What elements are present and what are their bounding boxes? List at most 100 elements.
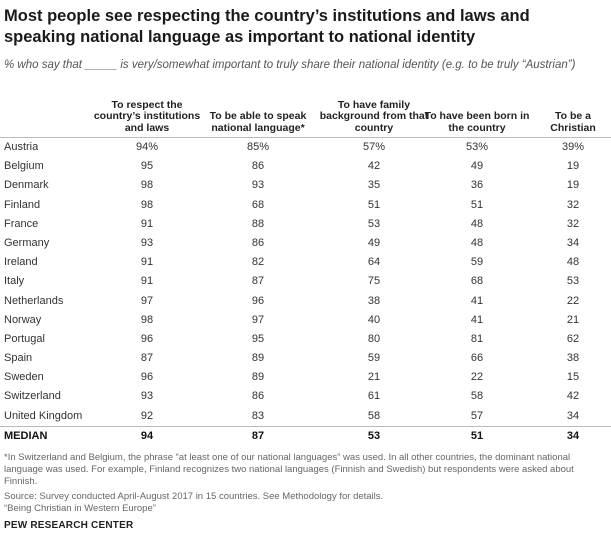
value-cell: 51	[367, 198, 381, 211]
value-cell: 19	[566, 179, 580, 192]
source-note: Source: Survey conducted April-August 20…	[4, 491, 608, 515]
value-cell: 21	[566, 313, 580, 326]
column-header-3: To have family background from that coun…	[319, 98, 429, 134]
value-cell: 97	[251, 313, 265, 326]
value-cell: 95	[251, 332, 265, 345]
value-cell: 59	[470, 256, 484, 269]
value-cell: 53	[566, 275, 580, 288]
country-name: Finland	[4, 198, 41, 211]
value-cell: 96	[140, 371, 154, 384]
value-cell: 48	[470, 217, 484, 230]
value-cell: 34	[566, 429, 580, 442]
value-cell: 22	[566, 294, 580, 307]
value-cell: 15	[566, 371, 580, 384]
value-cell: 36	[470, 179, 484, 192]
value-cell: 86	[251, 160, 265, 173]
value-cell: 48	[566, 256, 580, 269]
data-table: Austria 94% 85% 57% 53% 39% Belgium 95 86 42 49 19 D…	[0, 137, 611, 446]
value-cell: 32	[566, 217, 580, 230]
value-cell: 98	[140, 198, 154, 211]
value-cell: 51	[470, 429, 484, 442]
value-cell: 38	[566, 352, 580, 365]
chart-title: Most people see respecting the country’s…	[4, 7, 530, 46]
value-cell: 75	[367, 275, 381, 288]
value-cell: 96	[140, 332, 154, 345]
value-cell: 93	[140, 390, 154, 403]
value-cell: 19	[566, 160, 580, 173]
country-name: Germany	[4, 236, 50, 249]
value-cell: 91	[140, 275, 154, 288]
country-name: Denmark	[4, 179, 49, 192]
value-cell: 81	[470, 332, 484, 345]
country-name: United Kingdom	[4, 409, 83, 422]
value-cell: 83	[251, 409, 265, 422]
value-cell: 66	[470, 352, 484, 365]
value-cell: 61	[367, 390, 381, 403]
value-cell: 39%	[561, 141, 585, 153]
median-label: MEDIAN	[4, 429, 48, 442]
country-name: Spain	[4, 352, 33, 365]
report-title: “Being Christian in Western Europe”	[4, 503, 156, 515]
table-row: Germany 93 86 49 48 34	[0, 234, 611, 253]
country-name: Italy	[4, 275, 25, 288]
country-name: Portugal	[4, 332, 45, 345]
column-header-4: To have been born in the country	[424, 110, 530, 134]
value-cell: 40	[367, 313, 381, 326]
column-header-2: To be able to speak national language*	[209, 110, 307, 134]
country-name: Netherlands	[4, 294, 64, 307]
value-cell: 91	[140, 256, 154, 269]
value-cell: 87	[251, 275, 265, 288]
value-cell: 97	[140, 294, 154, 307]
value-cell: 53%	[465, 141, 489, 153]
value-cell: 22	[470, 371, 484, 384]
table-row: Portugal 96 95 80 81 62	[0, 330, 611, 349]
pew-logo-text: PEW RESEARCH CENTER	[4, 520, 134, 531]
table-row: Ireland 91 82 64 59 48	[0, 253, 611, 272]
value-cell: 82	[251, 256, 265, 269]
value-cell: 89	[251, 371, 265, 384]
value-cell: 57	[470, 409, 484, 422]
value-cell: 98	[140, 313, 154, 326]
value-cell: 48	[470, 236, 484, 249]
country-name: Switzerland	[4, 390, 61, 403]
value-cell: 64	[367, 256, 381, 269]
table-row: Finland 98 68 51 51 32	[0, 196, 611, 215]
value-cell: 35	[367, 179, 381, 192]
value-cell: 34	[566, 409, 580, 422]
chart-subtitle: % who say that _____ is very/somewhat im…	[4, 59, 576, 71]
source-line: Source: Survey conducted April-August 20…	[4, 491, 384, 502]
table-row: France 91 88 53 48 32	[0, 215, 611, 234]
value-cell: 98	[140, 179, 154, 192]
value-cell: 38	[367, 294, 381, 307]
value-cell: 59	[367, 352, 381, 365]
value-cell: 57%	[362, 141, 386, 153]
value-cell: 51	[470, 198, 484, 211]
value-cell: 94%	[135, 141, 159, 153]
value-cell: 87	[251, 429, 265, 442]
value-cell: 34	[566, 236, 580, 249]
value-cell: 68	[470, 275, 484, 288]
value-cell: 42	[367, 160, 381, 173]
value-cell: 58	[367, 409, 381, 422]
value-cell: 53	[367, 429, 381, 442]
value-cell: 94	[140, 429, 154, 442]
country-name: Sweden	[4, 371, 44, 384]
table-row: United Kingdom 92 83 58 57 34	[0, 407, 611, 426]
column-header-1: To respect the country’s institutions an…	[93, 98, 201, 134]
value-cell: 86	[251, 390, 265, 403]
median-row: MEDIAN 94 87 53 51 34	[0, 425, 611, 446]
value-cell: 95	[140, 160, 154, 173]
table-row: Netherlands 97 96 38 41 22	[0, 292, 611, 311]
value-cell: 62	[566, 332, 580, 345]
table-row: Spain 87 89 59 66 38	[0, 349, 611, 368]
footnote: *In Switzerland and Belgium, the phrase …	[4, 452, 574, 488]
value-cell: 32	[566, 198, 580, 211]
value-cell: 88	[251, 217, 265, 230]
table-row: Italy 91 87 75 68 53	[0, 272, 611, 291]
country-name: Ireland	[4, 256, 38, 269]
country-name: Norway	[4, 313, 42, 326]
country-name: Belgium	[4, 160, 44, 173]
value-cell: 96	[251, 294, 265, 307]
value-cell: 85%	[246, 141, 270, 153]
value-cell: 58	[470, 390, 484, 403]
